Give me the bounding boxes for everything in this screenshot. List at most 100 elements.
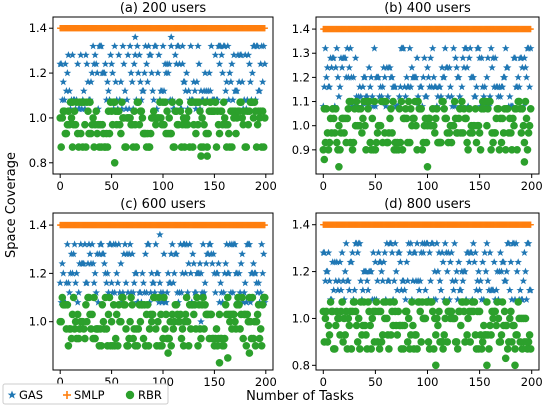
rbr-point — [371, 146, 380, 154]
rbr-point — [492, 321, 501, 330]
legend-label-smlp: SMLP — [74, 388, 105, 402]
y-axis-label: Space Coverage — [4, 152, 19, 258]
rbr-point — [348, 146, 357, 154]
rbr-point — [502, 321, 511, 330]
rbr-point — [183, 317, 192, 326]
rbr-point — [508, 338, 516, 346]
rbr-point — [102, 325, 111, 333]
rbr-point — [433, 314, 441, 323]
rbr-point — [193, 293, 201, 302]
rbr-point — [121, 301, 129, 309]
rbr-point — [253, 120, 262, 129]
gas-point — [507, 258, 515, 266]
rbr-point — [501, 146, 510, 154]
panel-d: (d) 800 users 0 50 100 150 200 0.8 1.0 1.2 1.4 — [292, 197, 543, 389]
rbr-point — [422, 138, 431, 147]
gas-point — [521, 267, 530, 275]
gas-point — [127, 69, 135, 77]
rbr-point — [522, 114, 531, 123]
rbr-point — [207, 310, 216, 319]
gas-point — [126, 240, 134, 248]
rbr-point — [165, 334, 173, 343]
rbr-point — [198, 114, 206, 122]
rbr-point — [139, 334, 148, 343]
rbr-point — [112, 310, 121, 319]
rbr-point — [450, 97, 459, 106]
gas-point — [117, 78, 125, 86]
rbr-point — [168, 98, 177, 106]
gas-point — [73, 60, 82, 68]
rbr-point — [441, 314, 450, 323]
gas-point — [134, 69, 143, 77]
gas-point — [226, 69, 234, 77]
rbr-point — [356, 345, 364, 353]
rbr-point — [238, 293, 246, 302]
gas-point — [237, 259, 245, 267]
rbr-point — [393, 331, 402, 339]
gas-point — [363, 277, 371, 285]
gas-point — [342, 239, 350, 247]
rbr-point — [70, 107, 79, 115]
rbr-point — [90, 143, 98, 151]
rbr-point — [475, 129, 484, 137]
gas-point — [218, 69, 227, 77]
rbr-point — [491, 129, 500, 137]
rbr-point — [503, 345, 512, 353]
rbr-point — [413, 146, 421, 154]
gas-point — [191, 87, 199, 95]
rbr-point — [494, 105, 503, 113]
rbr-point — [475, 307, 484, 316]
rbr-point — [375, 345, 384, 353]
gas-point — [221, 87, 230, 95]
rbr-point — [157, 114, 165, 122]
gas-point — [59, 78, 68, 86]
legend: GAS SMLP RBR — [2, 383, 169, 405]
gas-point — [141, 250, 150, 258]
gas-point — [337, 286, 345, 294]
gas-point — [472, 83, 481, 91]
rbr-point — [58, 293, 67, 302]
plot-area-a — [56, 25, 269, 167]
rbr-point — [447, 307, 456, 316]
rbr-point — [427, 298, 436, 306]
gas-point — [196, 259, 204, 267]
rbr-point — [520, 138, 529, 147]
rbr-point — [338, 298, 346, 306]
panel-title-d: (d) 800 users — [384, 197, 471, 212]
rbr-point — [368, 314, 377, 323]
y-tick-label-d: 1.2 — [292, 265, 310, 279]
rbr-point — [225, 129, 233, 138]
rbr-point — [439, 97, 447, 106]
rbr-point — [435, 307, 443, 316]
rbr-point — [324, 146, 333, 154]
gas-point — [478, 258, 487, 266]
rbr-point — [440, 331, 449, 339]
rbr-point — [110, 98, 119, 106]
rbr-point — [184, 107, 193, 115]
gas-point — [436, 277, 444, 285]
x-tick-label-a: 150 — [203, 179, 225, 193]
rbr-point — [452, 338, 461, 346]
gas-point — [211, 51, 220, 59]
rbr-point — [445, 129, 454, 137]
rbr-point — [126, 114, 134, 122]
gas-point — [451, 277, 460, 285]
gas-point — [208, 259, 217, 267]
rbr-point — [453, 345, 462, 353]
rbr-point — [417, 105, 426, 113]
rbr-point — [244, 120, 253, 129]
rbr-point — [377, 338, 386, 346]
rbr-point — [518, 345, 527, 353]
gas-point — [408, 63, 416, 71]
rbr-point — [255, 114, 264, 122]
gas-point — [520, 248, 529, 256]
gas-point — [121, 87, 129, 95]
rbr-point — [255, 334, 264, 343]
gas-point — [89, 42, 97, 50]
rbr-point — [81, 120, 89, 129]
rbr-point — [408, 298, 416, 306]
rbr-point — [215, 310, 224, 319]
rbr-point — [498, 114, 507, 123]
gas-point — [187, 42, 195, 50]
rbr-point — [256, 325, 265, 333]
